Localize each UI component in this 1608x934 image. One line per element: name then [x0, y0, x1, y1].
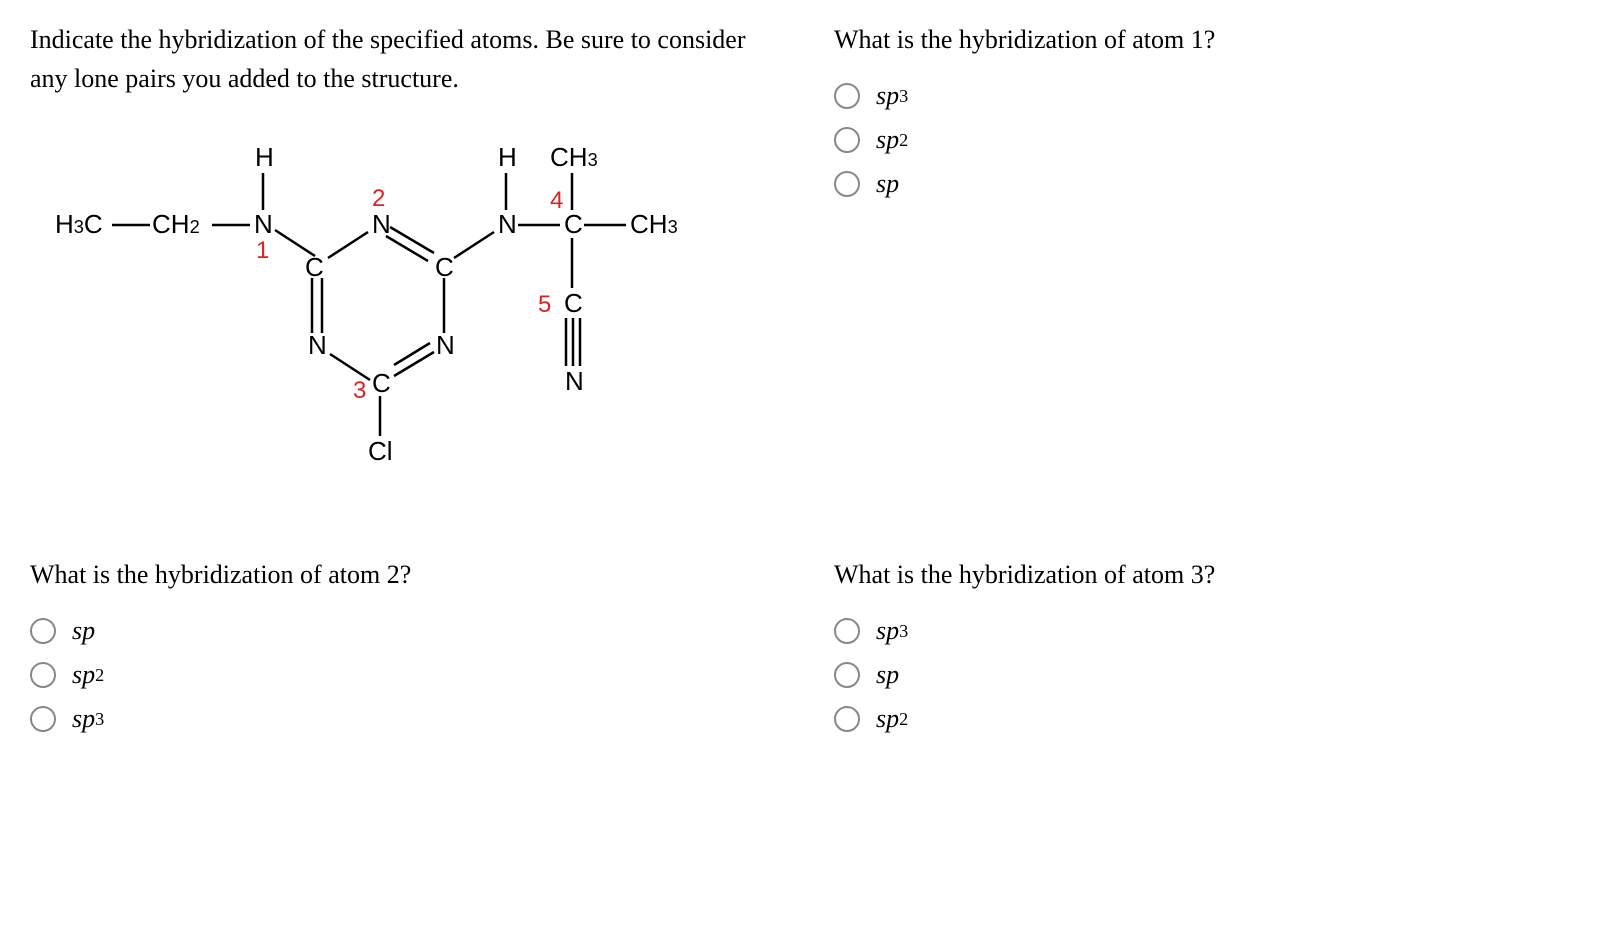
radio-icon: [30, 618, 56, 644]
q1-option-sp[interactable]: sp: [834, 169, 1578, 199]
svg-text:C: C: [564, 288, 583, 318]
instruction-text: Indicate the hybridization of the specif…: [30, 20, 774, 98]
radio-icon: [834, 171, 860, 197]
radio-icon: [834, 618, 860, 644]
svg-text:N: N: [498, 209, 517, 239]
question-1-text: What is the hybridization of atom 1?: [834, 20, 1578, 59]
svg-text:CH3: CH3: [630, 209, 678, 239]
question-3-text: What is the hybridization of atom 3?: [834, 555, 1578, 594]
svg-text:5: 5: [538, 291, 551, 318]
question-2-options: sp sp2 sp3: [30, 616, 774, 734]
question-1-options: sp3 sp2 sp: [834, 81, 1578, 199]
svg-text:N: N: [372, 209, 391, 239]
svg-text:3: 3: [353, 377, 366, 404]
q2-option-sp3[interactable]: sp3: [30, 704, 774, 734]
radio-icon: [834, 127, 860, 153]
q3-option-sp2[interactable]: sp2: [834, 704, 1578, 734]
svg-text:H: H: [255, 142, 274, 172]
molecule-diagram: H3C CH2 N H 1 C N N: [50, 118, 774, 505]
svg-text:N: N: [436, 330, 455, 360]
question-3-options: sp3 sp sp2: [834, 616, 1578, 734]
q3-option-sp3[interactable]: sp3: [834, 616, 1578, 646]
radio-icon: [30, 662, 56, 688]
question-2-text: What is the hybridization of atom 2?: [30, 555, 774, 594]
svg-text:C: C: [305, 252, 324, 282]
svg-text:1: 1: [256, 237, 269, 264]
radio-icon: [30, 706, 56, 732]
svg-text:C: C: [564, 209, 583, 239]
radio-icon: [834, 706, 860, 732]
svg-text:Cl: Cl: [368, 436, 393, 466]
radio-icon: [834, 662, 860, 688]
svg-text:H: H: [498, 142, 517, 172]
svg-text:CH2: CH2: [152, 209, 200, 239]
svg-text:CH3: CH3: [550, 142, 598, 172]
q1-option-sp3[interactable]: sp3: [834, 81, 1578, 111]
radio-icon: [834, 83, 860, 109]
svg-text:H3C: H3C: [55, 209, 103, 239]
q2-option-sp2[interactable]: sp2: [30, 660, 774, 690]
svg-text:2: 2: [372, 185, 385, 212]
svg-text:C: C: [435, 252, 454, 282]
svg-text:N: N: [308, 330, 327, 360]
svg-text:C: C: [372, 368, 391, 398]
svg-text:N: N: [565, 366, 584, 396]
q1-option-sp2[interactable]: sp2: [834, 125, 1578, 155]
q2-option-sp[interactable]: sp: [30, 616, 774, 646]
svg-text:4: 4: [550, 187, 563, 214]
q3-option-sp[interactable]: sp: [834, 660, 1578, 690]
svg-text:N: N: [254, 209, 273, 239]
